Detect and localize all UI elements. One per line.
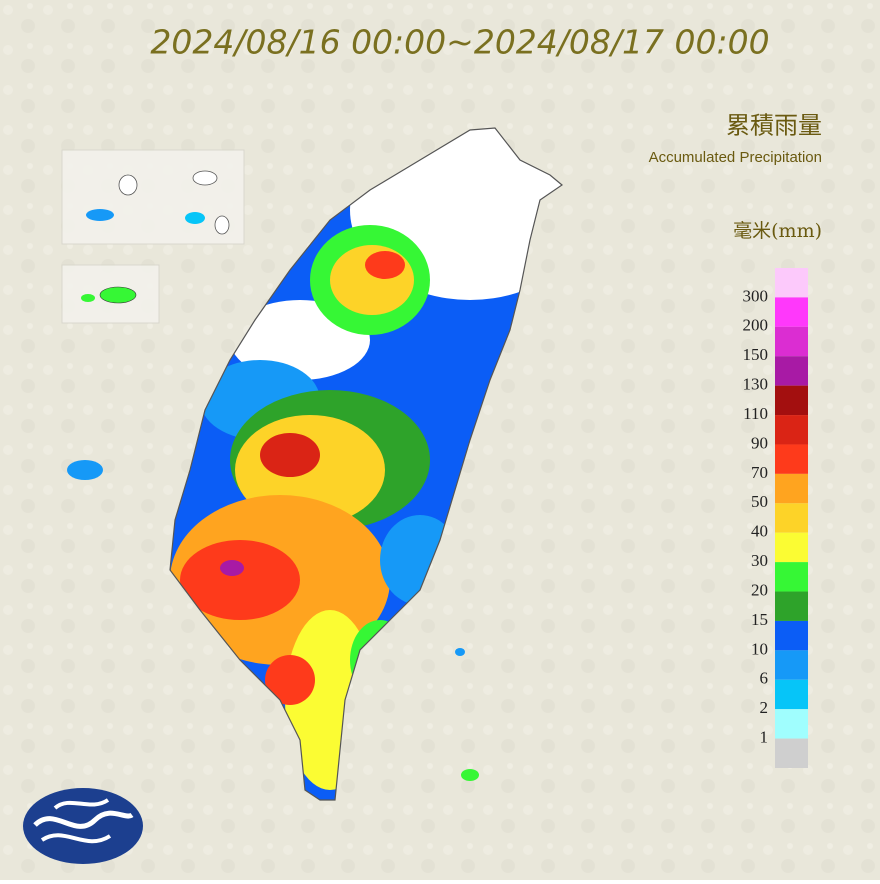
legend-label: 6	[760, 669, 769, 688]
cwa-logo	[23, 788, 143, 864]
legend-swatch	[775, 415, 808, 445]
legend-label: 200	[743, 316, 769, 335]
legend-swatch	[775, 738, 808, 768]
legend-label: 90	[751, 433, 768, 452]
legend: 300 200 150 130 110 90 70 50 40 30 20 15 10 6 2 1	[743, 268, 808, 768]
legend-swatch	[775, 709, 808, 739]
legend-label: 20	[751, 580, 768, 599]
legend-label: 30	[751, 551, 768, 570]
legend-title-en: Accumulated Precipitation	[649, 149, 822, 166]
legend-label: 15	[751, 610, 768, 629]
legend-swatch	[775, 620, 808, 651]
legend-swatch	[775, 532, 808, 563]
legend-label: 150	[743, 345, 769, 364]
inset-islands	[61, 149, 479, 781]
legend-label: 10	[751, 639, 768, 658]
legend-swatch	[775, 562, 808, 592]
legend-label: 1	[760, 727, 769, 746]
legend-label: 70	[751, 463, 768, 482]
legend-label: 50	[751, 492, 768, 511]
legend-swatch	[775, 444, 808, 474]
legend-swatch	[775, 679, 808, 710]
legend-swatch	[775, 503, 808, 533]
legend-swatch	[775, 591, 808, 621]
title: 2024/08/16 00:00~2024/08/17 00:00	[150, 23, 769, 62]
legend-label: 130	[743, 375, 769, 394]
legend-swatch	[775, 356, 808, 386]
legend-title-zh: 累積雨量	[726, 112, 822, 140]
legend-label: 40	[751, 522, 768, 541]
legend-swatch	[775, 650, 808, 680]
legend-label: 110	[743, 404, 768, 423]
legend-label: 2	[760, 698, 769, 717]
legend-swatch	[775, 297, 808, 327]
legend-unit: 毫米(mm)	[733, 220, 822, 242]
legend-swatch	[775, 326, 808, 357]
legend-swatch	[775, 268, 808, 298]
coastline	[169, 127, 563, 801]
legend-swatch	[775, 473, 808, 504]
legend-swatch	[775, 385, 808, 416]
legend-label: 300	[743, 286, 769, 305]
